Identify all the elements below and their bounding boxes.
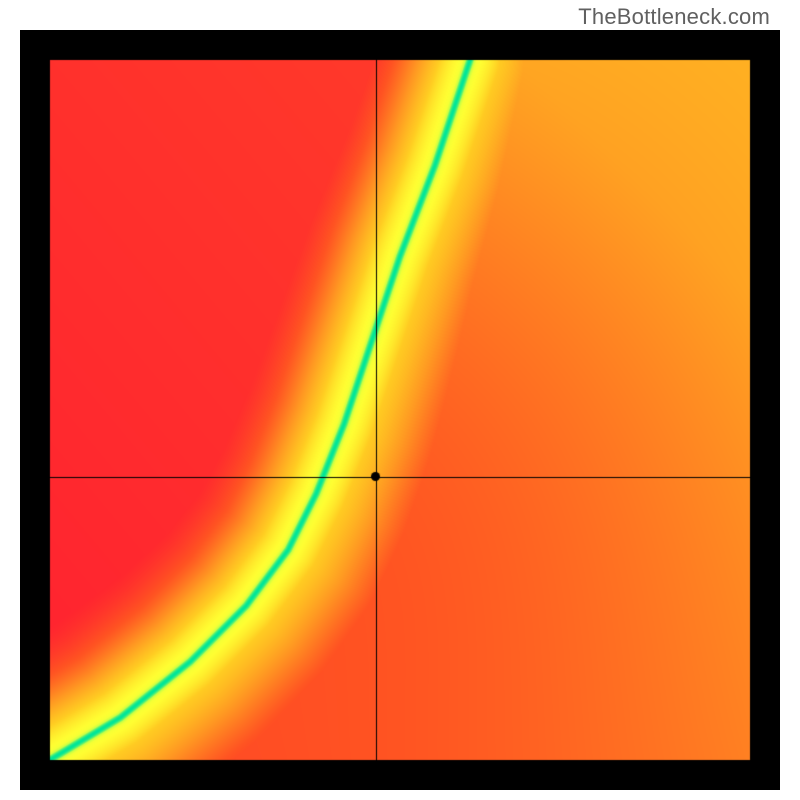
watermark-text: TheBottleneck.com [578, 4, 770, 30]
heatmap-canvas [20, 30, 780, 790]
heatmap-frame [20, 30, 780, 790]
